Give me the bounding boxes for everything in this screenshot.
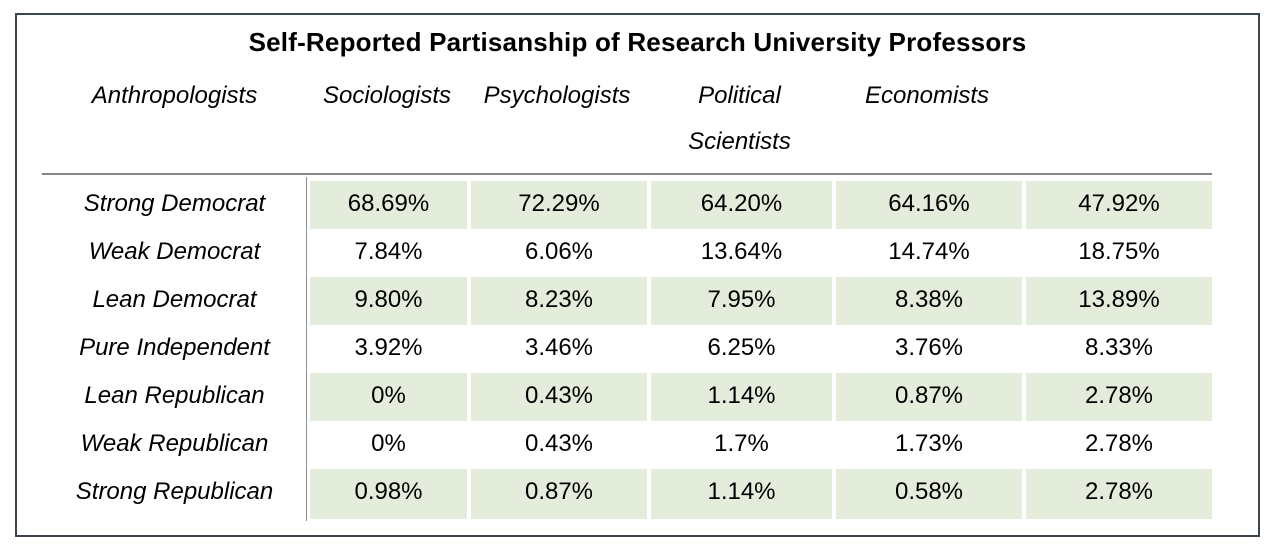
table-row: Lean Democrat 9.80% 8.23% 7.95% 8.38% 13.89% [42,277,1212,325]
table-row: Weak Democrat 7.84% 6.06% 13.64% 14.74% 18.75… [42,229,1212,277]
value-cell: 72.29% [467,181,647,229]
value-cell: 1.73% [832,421,1022,469]
value-cell: 0.43% [467,421,647,469]
value-cell: 0.87% [832,373,1022,421]
row-label-column-spacer [1022,73,1212,165]
value-cell: 1.14% [647,469,832,519]
value-cell: 3.92% [307,325,467,373]
value-cell: 8.23% [467,277,647,325]
value-cell: 13.89% [1022,277,1212,325]
value-cell: 18.75% [1022,229,1212,277]
value-cell: 0.43% [467,373,647,421]
row-label: Strong Republican [75,478,274,505]
table-title: Self-Reported Partisanship of Research U… [248,27,1027,57]
column-separator-line [306,177,307,521]
value-cell: 0.98% [307,469,467,519]
value-cell: 6.25% [647,325,832,373]
row-label: Pure Independent [79,334,270,361]
value-cell: 9.80% [307,277,467,325]
value-cell: 0.58% [832,469,1022,519]
value-cell: 0% [307,373,467,421]
column-header: Sociologists [322,82,452,109]
table-row: Weak Republican 0% 0.43% 1.7% 1.73% 2.78% [42,421,1212,469]
column-header: Political Scientists [688,82,791,155]
column-header: Economists [864,82,990,109]
table-body: Strong Democrat 68.69% 72.29% 64.20% 64.16% 4… [42,173,1212,521]
row-label: Weak Democrat [88,238,261,265]
value-cell: 13.64% [647,229,832,277]
table-row: Lean Republican 0% 0.43% 1.14% 0.87% 2.78% [42,373,1212,421]
value-cell: 2.78% [1022,469,1212,519]
value-cell: 3.76% [832,325,1022,373]
value-cell: 8.38% [832,277,1022,325]
table-row: Pure Independent 3.92% 3.46% 6.25% 3.76% 8.33… [42,325,1212,373]
value-cell: 3.46% [467,325,647,373]
column-header: Anthropologists [91,82,258,109]
row-label: Weak Republican [80,430,269,457]
table-row: Strong Republican 0.98% 0.87% 1.14% 0.58% 2.7… [42,469,1212,519]
value-cell: 8.33% [1022,325,1212,373]
value-cell: 2.78% [1022,373,1212,421]
value-cell: 7.84% [307,229,467,277]
value-cell: 7.95% [647,277,832,325]
value-cell: 64.16% [832,181,1022,229]
value-cell: 2.78% [1022,421,1212,469]
value-cell: 1.7% [647,421,832,469]
value-cell: 0.87% [467,469,647,519]
value-cell: 64.20% [647,181,832,229]
value-cell: 1.14% [647,373,832,421]
table-frame: Self-Reported Partisanship of Research U… [15,13,1260,537]
value-cell: 6.06% [467,229,647,277]
column-header-row: Anthropologists Sociologists Psychologists… [42,73,1212,165]
value-cell: 68.69% [307,181,467,229]
value-cell: 0% [307,421,467,469]
table-row: Strong Democrat 68.69% 72.29% 64.20% 64.16% 4… [42,181,1212,229]
row-label: Strong Democrat [83,190,266,217]
value-cell: 47.92% [1022,181,1212,229]
value-cell: 14.74% [832,229,1022,277]
row-label: Lean Republican [84,382,265,409]
column-header: Psychologists [483,82,631,109]
row-label: Lean Democrat [92,286,257,313]
